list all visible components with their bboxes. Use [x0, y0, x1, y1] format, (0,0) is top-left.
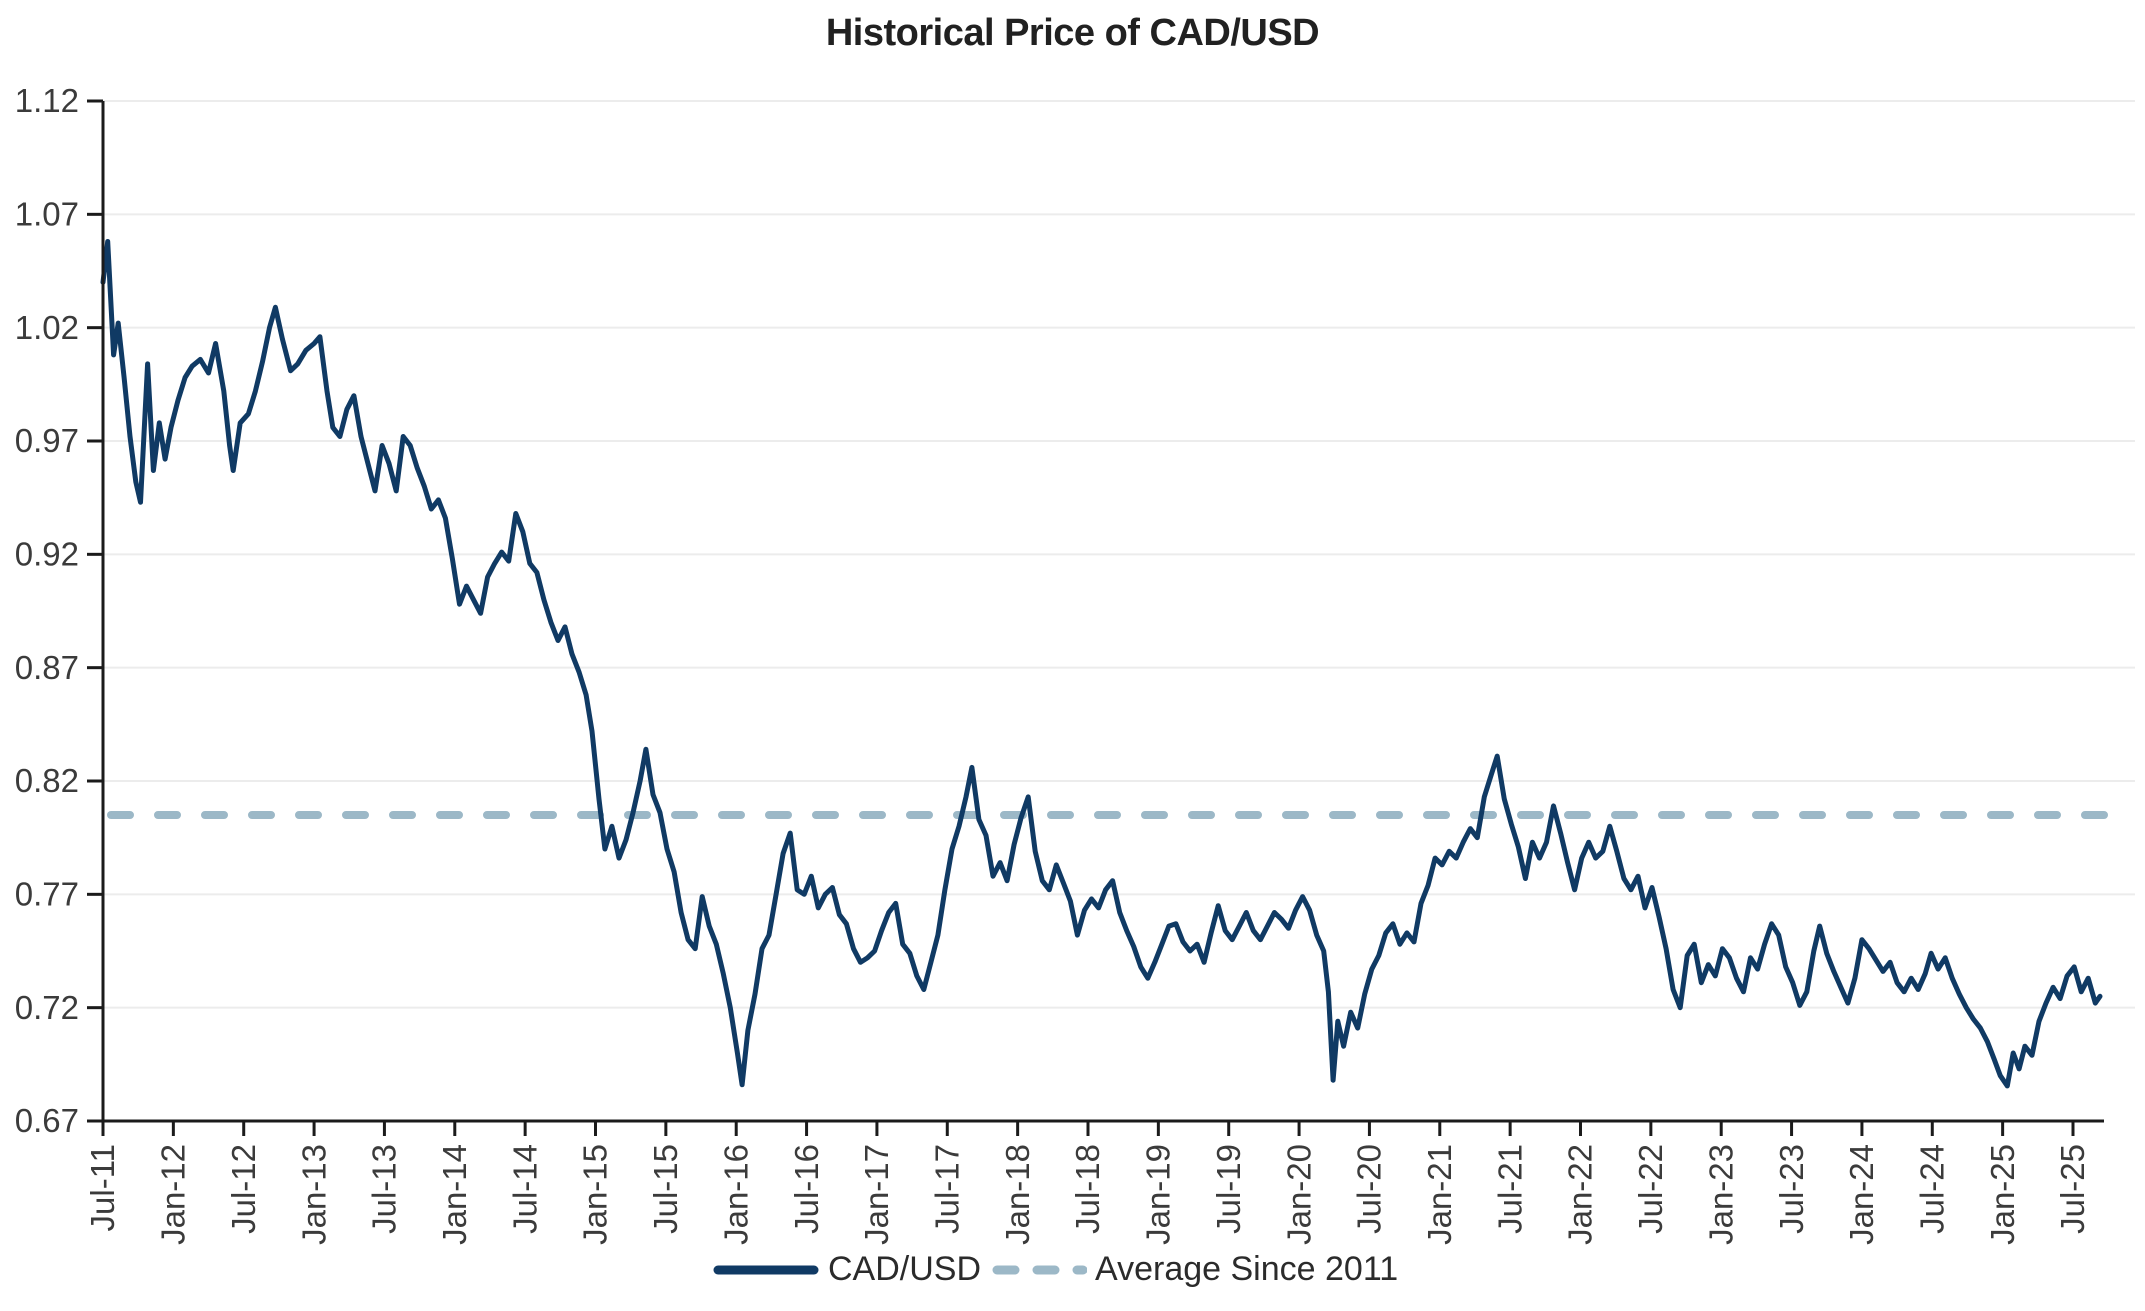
x-tick-label: Jul-12 — [225, 1144, 262, 1234]
x-tick-label: Jul-15 — [647, 1144, 684, 1234]
y-tick-label: 0.87 — [15, 649, 79, 686]
x-tick-label: Jul-17 — [929, 1144, 966, 1234]
cadusd-line — [100, 239, 2103, 1089]
x-tick-label: Jul-14 — [506, 1144, 543, 1234]
x-tick-label: Jan-15 — [577, 1144, 614, 1245]
page-title: Historical Price of CAD/USD — [825, 12, 1320, 54]
x-tick-label: Jan-12 — [155, 1144, 192, 1245]
dashed-line-swatch-icon — [992, 1265, 1088, 1274]
solid-line-swatch-icon — [713, 1265, 819, 1274]
x-tick-label: Jul-21 — [1491, 1144, 1528, 1234]
x-tick-label: Jul-16 — [788, 1144, 825, 1234]
x-tick-label: Jan-16 — [717, 1144, 754, 1245]
x-tick-label: Jan-22 — [1562, 1144, 1599, 1245]
x-tick-label: Jul-20 — [1351, 1144, 1388, 1234]
x-tick-label: Jul-18 — [1069, 1144, 1106, 1234]
legend-label-cadusd: CAD/USD — [828, 1250, 982, 1288]
x-tick-label: Jan-17 — [858, 1144, 895, 1245]
x-tick-label: Jan-25 — [1984, 1144, 2021, 1245]
legend-item-cadusd: CAD/USD — [712, 1250, 981, 1289]
legend-label-average: Average Since 2011 — [1095, 1250, 1399, 1288]
x-tick-label: Jan-19 — [1140, 1144, 1177, 1245]
y-tick-label: 1.02 — [15, 309, 79, 346]
x-tick-label: Jul-13 — [366, 1144, 403, 1234]
x-tick-label: Jan-24 — [1843, 1144, 1880, 1245]
x-tick-label: Jan-21 — [1421, 1144, 1458, 1245]
x-tick-label: Jul-23 — [1773, 1144, 1810, 1234]
x-tick-label: Jul-19 — [1210, 1144, 1247, 1234]
x-tick-label: Jan-18 — [999, 1144, 1036, 1245]
x-tick-label: Jan-13 — [295, 1144, 332, 1245]
x-tick-label: Jan-14 — [436, 1144, 473, 1245]
x-tick-label: Jul-22 — [1632, 1144, 1669, 1234]
y-tick-label: 0.77 — [15, 876, 79, 913]
x-tick-label: Jul-25 — [2054, 1144, 2091, 1234]
y-tick-label: 0.67 — [15, 1102, 79, 1139]
x-tick-label: Jul-24 — [1914, 1144, 1951, 1234]
y-tick-label: 0.92 — [15, 536, 79, 573]
x-tick-label: Jan-23 — [1702, 1144, 1739, 1245]
y-tick-label: 1.12 — [15, 82, 79, 119]
y-tick-label: 0.97 — [15, 422, 79, 459]
y-tick-label: 1.07 — [15, 196, 79, 233]
y-tick-label: 0.72 — [15, 989, 79, 1026]
legend-item-average: Average Since 2011 — [991, 1250, 1398, 1289]
x-tick-label: Jul-11 — [84, 1144, 121, 1231]
chart-legend: CAD/USD Average Since 2011 — [712, 1250, 1398, 1289]
x-tick-label: Jan-20 — [1280, 1144, 1317, 1245]
y-tick-label: 0.82 — [15, 762, 79, 799]
